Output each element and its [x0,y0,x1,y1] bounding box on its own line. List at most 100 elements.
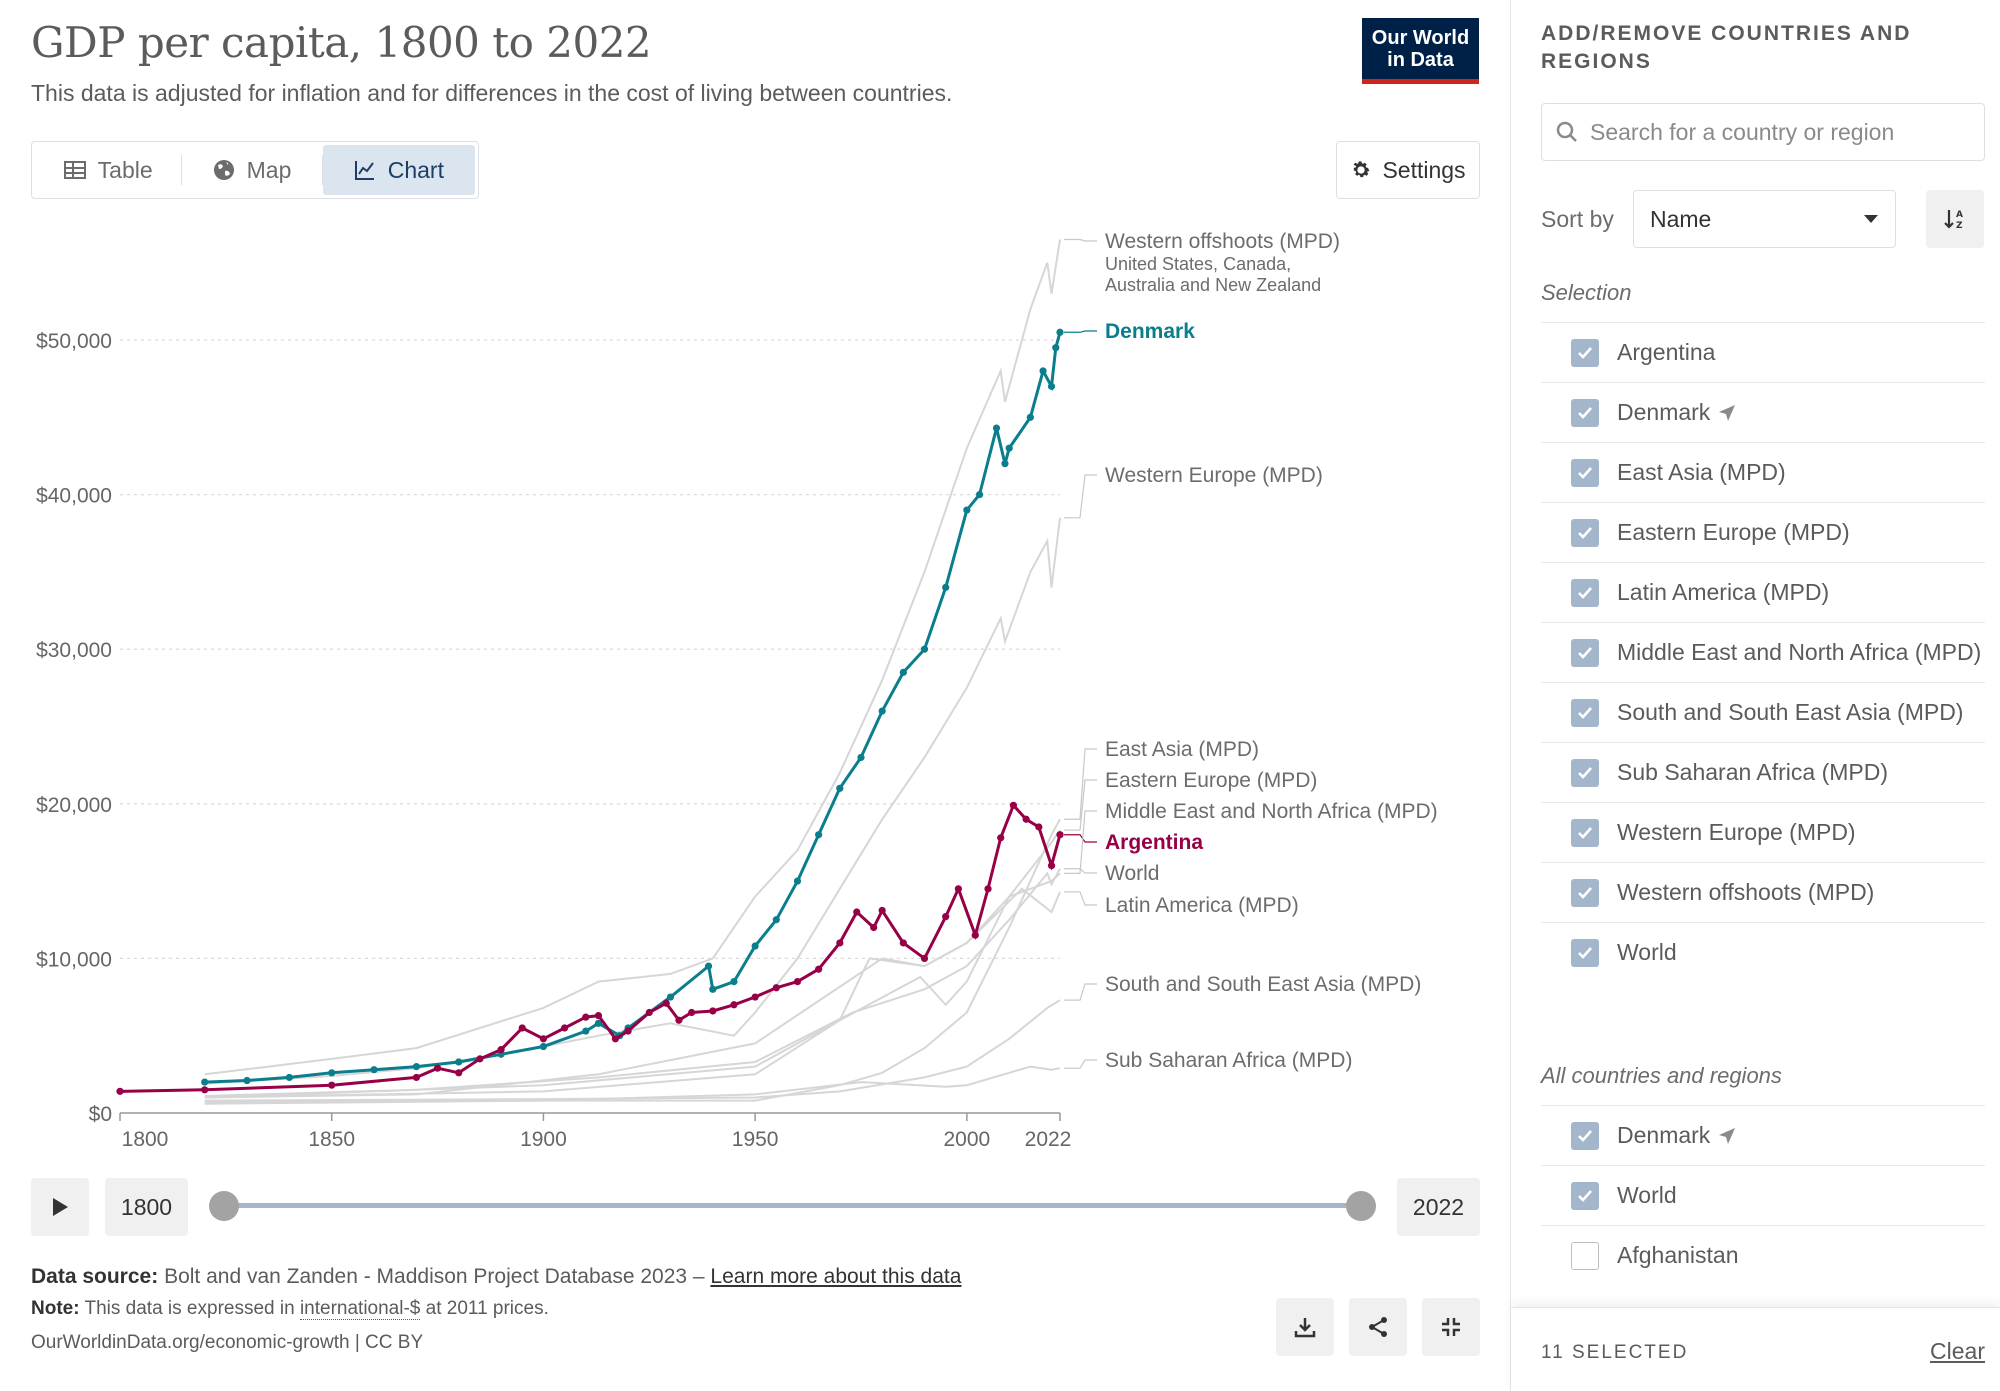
share-button[interactable] [1349,1298,1407,1356]
series-line [204,868,1061,1097]
entity-row[interactable]: World [1541,922,1985,982]
checkbox-checked[interactable] [1571,1122,1599,1150]
label-leader-line [1064,238,1097,242]
timeline-end-year[interactable]: 2022 [1397,1178,1480,1236]
entity-row[interactable]: Argentina [1541,322,1985,382]
data-point [370,1066,378,1074]
data-point [709,985,717,993]
entity-row[interactable]: Denmark [1541,1105,1985,1165]
entity-row[interactable]: South and South East Asia (MPD) [1541,682,1985,742]
entity-label-wrap: Argentina [1617,339,1715,365]
check-icon [1578,707,1592,719]
entity-row[interactable]: Sub Saharan Africa (MPD) [1541,742,1985,802]
checkbox-checked[interactable] [1571,459,1599,487]
clear-selection-button[interactable]: Clear [1930,1338,1985,1364]
checkbox-checked[interactable] [1571,939,1599,967]
data-point [201,1078,209,1086]
timeline-track[interactable] [222,1203,1360,1208]
series-label: Western offshoots (MPD) [1105,230,1340,253]
learn-more-link[interactable]: Learn more about this data [710,1265,962,1288]
entity-label-wrap: Eastern Europe (MPD) [1617,519,1850,545]
checkbox-checked[interactable] [1571,399,1599,427]
check-icon [1578,407,1592,419]
label-leader-line [1064,330,1097,333]
timeline-start-year[interactable]: 1800 [105,1178,188,1236]
data-point [582,1013,590,1021]
check-icon [1578,887,1592,899]
series-line [204,887,1061,1099]
series-label: Middle East and North Africa (MPD) [1105,800,1438,823]
note-text-1: This data is expressed in [84,1298,295,1319]
data-point [704,962,713,970]
data-point [412,1063,420,1071]
data-point [688,1008,696,1017]
tab-table[interactable]: Table [35,145,181,195]
data-point [772,916,780,924]
entity-row[interactable]: Western Europe (MPD) [1541,802,1985,862]
data-point [984,885,992,893]
exit-fullscreen-button[interactable] [1422,1298,1480,1356]
data-point [497,1046,505,1054]
data-point [709,1007,717,1015]
entity-row[interactable]: World [1541,1165,1985,1225]
timeline-start-handle[interactable] [209,1191,239,1221]
checkbox-checked[interactable] [1571,339,1599,367]
tab-map[interactable]: Map [182,145,321,195]
data-point [328,1069,336,1077]
data-note: Note: This data is expressed in internat… [31,1298,549,1320]
settings-button[interactable]: Settings [1336,141,1480,199]
data-point [201,1086,209,1094]
entity-label: Western Europe (MPD) [1617,819,1856,845]
data-point [1052,344,1060,352]
tab-chart-label: Chart [387,156,444,183]
play-button[interactable] [31,1178,89,1236]
checkbox-checked[interactable] [1571,519,1599,547]
entity-row[interactable]: Denmark [1541,382,1985,442]
entity-row[interactable]: Middle East and North Africa (MPD) [1541,622,1985,682]
data-point [899,668,907,676]
check-icon [1578,467,1592,479]
checkbox-checked[interactable] [1571,759,1599,787]
tab-chart[interactable]: Chart [322,145,475,195]
timeline-end-handle[interactable] [1346,1191,1376,1221]
checkbox-checked[interactable] [1571,1182,1599,1210]
data-point [518,1024,526,1032]
data-point [1047,382,1056,390]
series-label: Denmark [1105,320,1195,343]
checkbox-checked[interactable] [1571,699,1599,727]
sort-label: Sort by [1541,206,1614,232]
data-point [730,1001,738,1009]
checkbox-checked[interactable] [1571,819,1599,847]
entity-row[interactable]: East Asia (MPD) [1541,442,1985,502]
logo-line-2: in Data [1387,49,1454,71]
chart-panel: GDP per capita, 1800 to 2022 This data i… [31,18,1480,1356]
checkbox-checked[interactable] [1571,639,1599,667]
sort-dropdown[interactable]: Name [1633,190,1896,248]
download-button[interactable] [1276,1298,1334,1356]
checkbox-checked[interactable] [1571,879,1599,907]
entity-label: South and South East Asia (MPD) [1617,699,1964,725]
play-icon [53,1198,68,1216]
series-line [204,1065,1061,1105]
credit-line[interactable]: OurWorldinData.org/economic-growth | CC … [31,1332,424,1353]
entity-row[interactable]: Eastern Europe (MPD) [1541,502,1985,562]
checkbox-checked[interactable] [1571,579,1599,607]
check-icon [1578,767,1592,779]
checkbox-unchecked[interactable] [1571,1242,1599,1270]
series-label: Argentina [1105,831,1203,854]
y-tick-label: $0 [89,1103,112,1126]
search-input[interactable]: Search for a country or region [1541,103,1985,161]
data-point [954,885,962,893]
entity-row[interactable]: Western offshoots (MPD) [1541,862,1985,922]
entity-row[interactable]: Latin America (MPD) [1541,562,1985,622]
data-source: Data source: Bolt and van Zanden - Maddi… [31,1265,961,1289]
data-point [582,1027,590,1035]
entity-row[interactable]: Afghanistan [1541,1225,1985,1285]
data-point [992,424,1001,432]
owid-logo[interactable]: Our World in Data [1362,18,1479,84]
entity-label: Denmark [1617,1122,1711,1148]
entity-label-wrap: World [1617,939,1677,965]
data-point [751,993,759,1001]
international-dollar-link[interactable]: international-$ [299,1298,421,1320]
